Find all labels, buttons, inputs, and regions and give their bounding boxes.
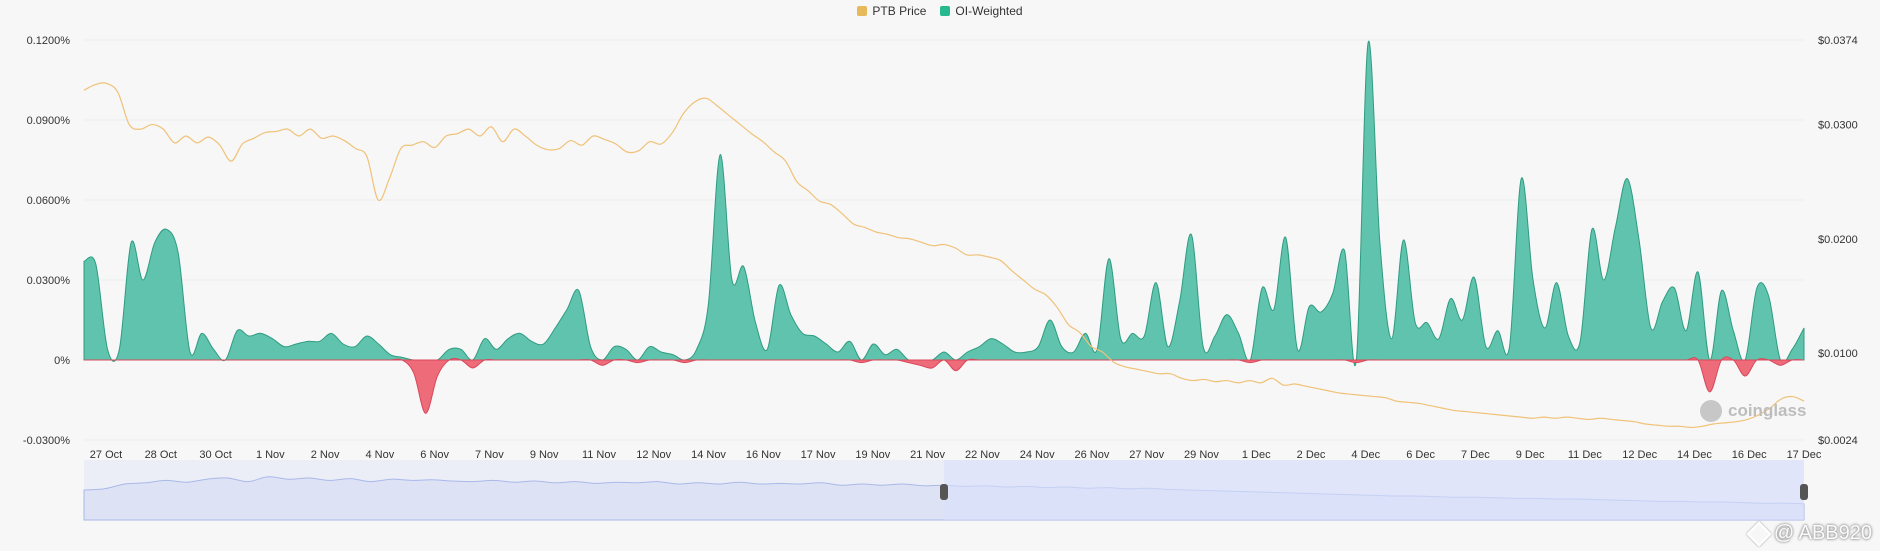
binance-diamond-icon xyxy=(1746,520,1772,547)
chart-legend: PTB Price OI-Weighted xyxy=(0,4,1880,18)
legend-item-oi-weighted[interactable]: OI-Weighted xyxy=(940,4,1023,18)
y-left-tick-label: 0.1200% xyxy=(27,35,71,47)
x-tick-label: 9 Dec xyxy=(1516,449,1545,461)
x-tick-label: 16 Nov xyxy=(746,449,781,461)
oi-weighted-negative-area xyxy=(84,356,1805,414)
x-tick-label: 22 Nov xyxy=(965,449,1000,461)
x-tick-label: 14 Dec xyxy=(1677,449,1712,461)
coinglass-watermark: coinglass xyxy=(1700,400,1806,422)
x-tick-label: 12 Dec xyxy=(1622,449,1657,461)
x-tick-label: 30 Oct xyxy=(199,449,231,461)
author-watermark-text: @ ABB920 xyxy=(1773,522,1872,544)
y-left-tick-label: 0% xyxy=(54,355,70,367)
y-left-tick-label: 0.0600% xyxy=(27,195,71,207)
navigator-handle-right[interactable] xyxy=(1800,484,1808,500)
x-tick-label: 4 Nov xyxy=(365,449,394,461)
x-tick-label: 19 Nov xyxy=(855,449,890,461)
legend-swatch-oi-weighted xyxy=(940,6,951,16)
y-left-tick-label: 0.0300% xyxy=(27,275,71,287)
navigator-handle-left[interactable] xyxy=(940,484,948,500)
x-tick-label: 24 Nov xyxy=(1020,449,1055,461)
x-tick-label: 1 Dec xyxy=(1242,449,1271,461)
y-right-tick-label: $0.0024 xyxy=(1818,435,1858,447)
coinglass-watermark-text: coinglass xyxy=(1728,401,1807,420)
x-tick-label: 21 Nov xyxy=(910,449,945,461)
x-tick-label: 27 Nov xyxy=(1129,449,1164,461)
coinglass-logo-icon xyxy=(1700,400,1722,422)
x-tick-label: 11 Nov xyxy=(582,449,617,461)
x-tick-label: 27 Oct xyxy=(90,449,122,461)
x-tick-label: 12 Nov xyxy=(636,449,671,461)
x-tick-label: 14 Nov xyxy=(691,449,726,461)
x-tick-label: 6 Nov xyxy=(420,449,449,461)
x-tick-label: 11 Dec xyxy=(1568,449,1603,461)
legend-swatch-ptb-price xyxy=(857,6,868,16)
x-tick-label: 4 Dec xyxy=(1351,449,1380,461)
oi-weighted-positive-area xyxy=(83,40,1805,366)
navigator-selection[interactable] xyxy=(944,460,1804,520)
x-tick-label: 16 Dec xyxy=(1732,449,1767,461)
author-watermark: @ ABB920 xyxy=(1746,520,1872,547)
y-left-tick-label: 0.0900% xyxy=(27,115,71,127)
x-tick-label: 17 Dec xyxy=(1787,449,1822,461)
legend-label-ptb-price: PTB Price xyxy=(872,4,927,18)
y-right-tick-label: $0.0300 xyxy=(1818,120,1858,132)
x-tick-label: 7 Nov xyxy=(475,449,504,461)
x-tick-label: 2 Nov xyxy=(311,449,340,461)
x-tick-label: 1 Nov xyxy=(256,449,285,461)
y-right-tick-label: $0.0374 xyxy=(1818,35,1858,47)
x-tick-label: 7 Dec xyxy=(1461,449,1490,461)
ptb-price-line xyxy=(83,82,1805,429)
x-tick-label: 26 Nov xyxy=(1075,449,1110,461)
x-tick-label: 29 Nov xyxy=(1184,449,1219,461)
x-tick-label: 9 Nov xyxy=(530,449,559,461)
x-tick-label: 17 Nov xyxy=(801,449,836,461)
y-left-tick-label: -0.0300% xyxy=(23,435,70,447)
x-tick-label: 28 Oct xyxy=(145,449,177,461)
x-tick-label: 6 Dec xyxy=(1406,449,1435,461)
y-right-tick-label: $0.0200 xyxy=(1818,234,1858,246)
legend-label-oi-weighted: OI-Weighted xyxy=(955,4,1023,18)
x-tick-label: 2 Dec xyxy=(1297,449,1326,461)
legend-item-ptb-price[interactable]: PTB Price xyxy=(857,4,926,18)
y-right-tick-label: $0.0100 xyxy=(1818,348,1858,360)
